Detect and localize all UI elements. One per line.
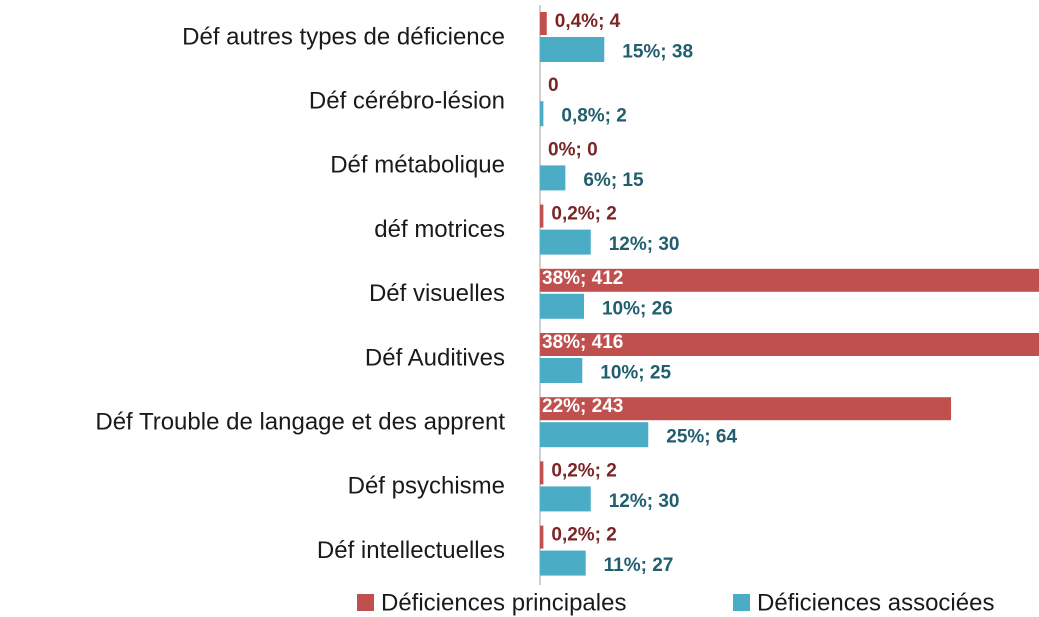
legend-label: Déficiences principales	[381, 589, 626, 616]
y-tick-label: Déf métabolique	[330, 152, 505, 179]
bar	[540, 268, 1039, 292]
bar	[540, 37, 605, 62]
legend-swatch	[357, 594, 374, 611]
legend-swatch	[733, 594, 750, 611]
data-label: 0,2%; 2	[551, 204, 616, 225]
bar	[540, 101, 544, 127]
data-label: 0%; 0	[548, 139, 598, 160]
data-label: 0,2%; 2	[551, 460, 616, 481]
y-tick-label: Déf Auditives	[365, 344, 505, 371]
y-tick-label: déf motrices	[374, 216, 505, 243]
data-label: 0,4%; 4	[555, 11, 621, 32]
bar	[540, 397, 952, 421]
bar	[540, 165, 566, 191]
bar	[540, 293, 584, 319]
y-tick-label: Déf psychisme	[348, 473, 505, 500]
data-label: 0	[548, 75, 559, 96]
y-tick-label: Déf cérébro-lésion	[309, 88, 505, 115]
data-label: 38%; 416	[542, 332, 623, 353]
bar	[540, 204, 544, 228]
data-label: 22%; 243	[542, 396, 623, 417]
data-label: 10%; 26	[602, 298, 673, 319]
data-label: 10%; 25	[600, 363, 671, 384]
data-label: 0,8%; 2	[561, 106, 626, 127]
bar	[540, 12, 547, 35]
data-label: 0,2%; 2	[551, 525, 616, 546]
data-label: 11%; 27	[604, 555, 674, 576]
y-tick-label: Déf Trouble de langage et des apprent	[95, 409, 505, 436]
bar	[540, 525, 544, 549]
bar	[540, 333, 1039, 356]
y-tick-label: Déf visuelles	[369, 280, 505, 307]
data-label: 25%; 64	[666, 427, 737, 448]
data-label: 38%; 412	[542, 268, 623, 289]
data-label: 15%; 38	[622, 42, 693, 63]
legend-label: Déficiences associées	[757, 589, 994, 616]
bar	[540, 461, 544, 485]
y-tick-label: Déf intellectuelles	[317, 537, 505, 564]
bar	[540, 422, 649, 448]
bar	[540, 486, 591, 512]
data-label: 12%; 30	[609, 491, 680, 512]
data-label: 12%; 30	[609, 234, 680, 255]
plot-area: 0,4%; 415%; 38 00,8%; 2 0%; 0 6%; 15 0,2%; 2…	[540, 11, 1039, 576]
bar	[540, 550, 586, 576]
bar	[540, 229, 591, 255]
data-label: 6%; 15	[583, 170, 644, 191]
y-tick-label: Déf autres types de déficience	[182, 23, 505, 50]
bar	[540, 358, 583, 383]
